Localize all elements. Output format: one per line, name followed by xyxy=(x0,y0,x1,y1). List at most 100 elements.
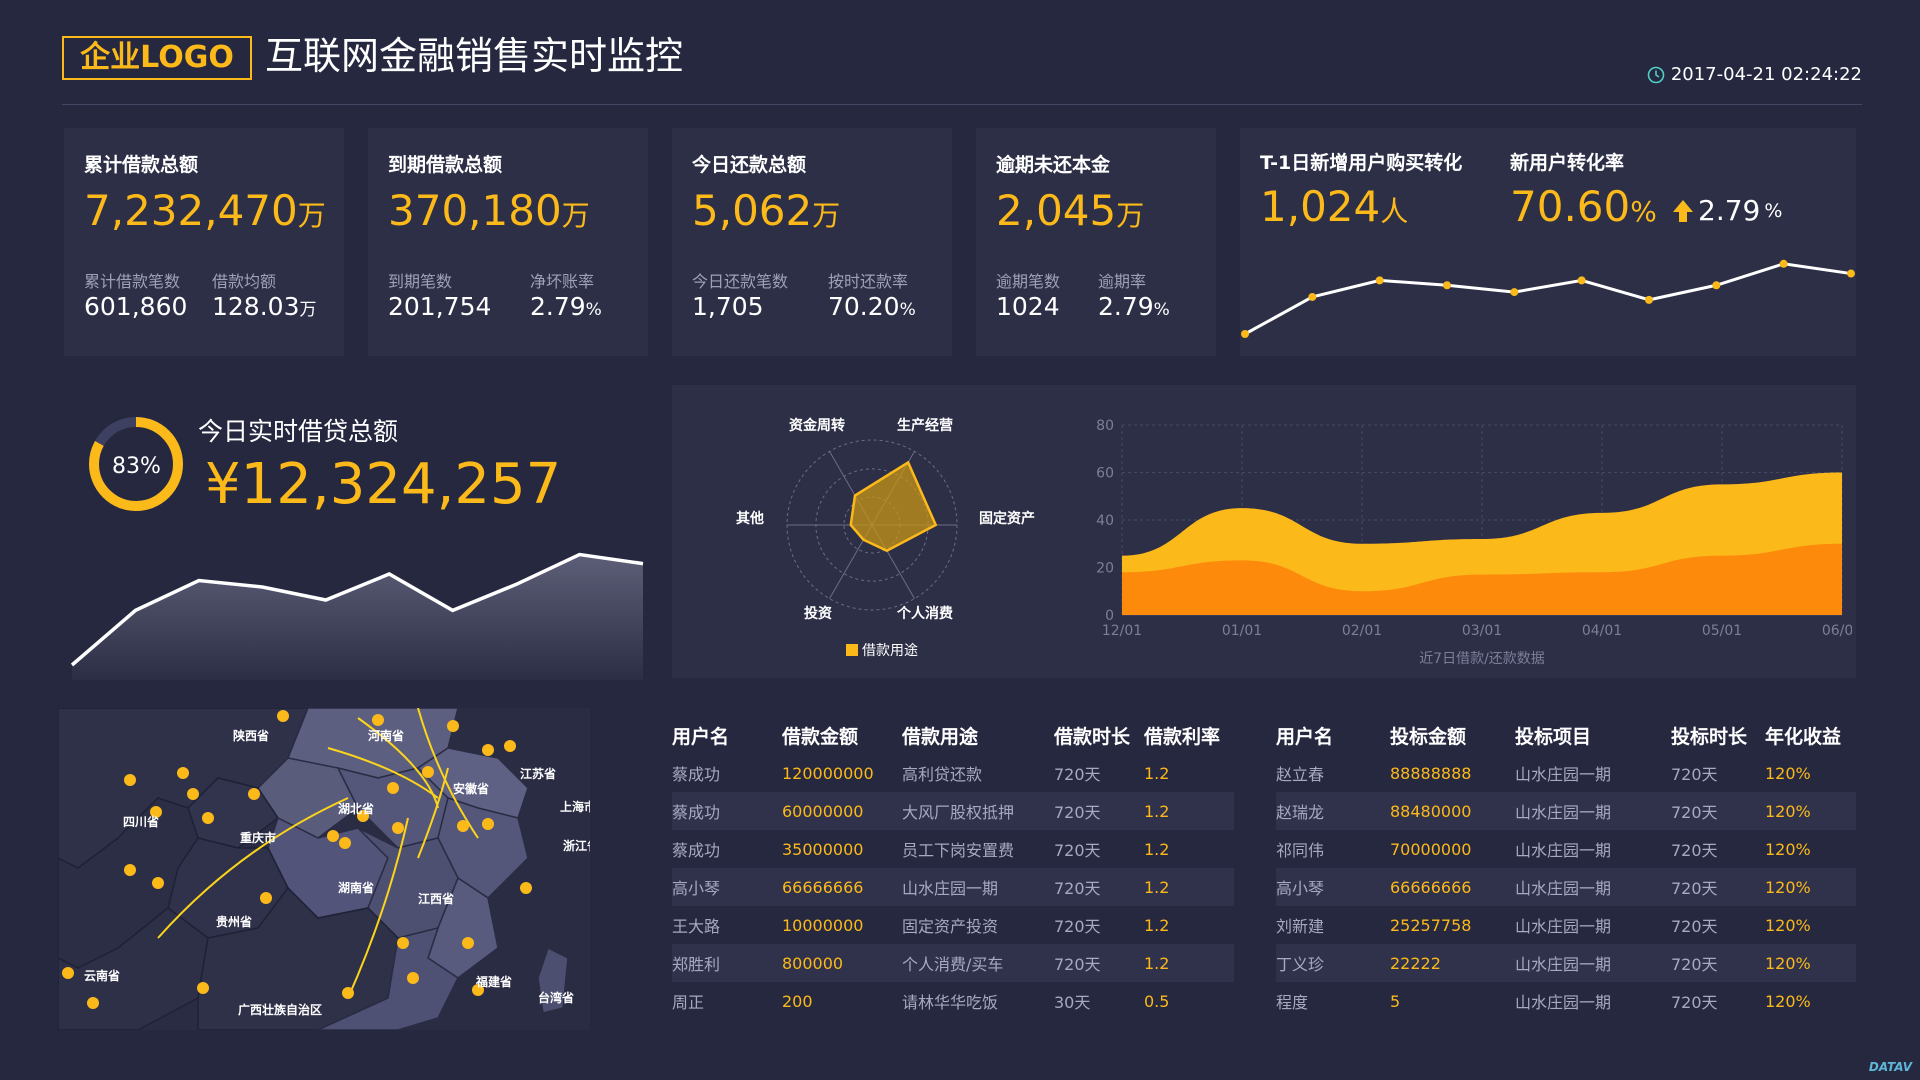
table-row[interactable]: 高小琴 66666666 山水庄园一期 720天 120% xyxy=(1276,868,1856,906)
table-cell: 5 xyxy=(1390,991,1401,1011)
map-point xyxy=(87,997,99,1009)
table-cell: 1.2 xyxy=(1144,839,1170,859)
kpi-sub-label: 到期笔数 xyxy=(388,272,453,291)
table-cell: 35000000 xyxy=(782,839,864,859)
kpi-value: 2,045万 xyxy=(996,186,1145,235)
province-label: 上海市 xyxy=(560,799,590,814)
conversion-card: T-1日新增用户购买转化 1,024人 新用户转化率 70.60% 2.79% xyxy=(1240,128,1856,356)
sparkline-point xyxy=(1241,330,1249,338)
kpi-value: 370,180万 xyxy=(388,186,590,235)
table-row[interactable]: 蔡成功 60000000 大风厂股权抵押 720天 1.2 xyxy=(672,792,1234,830)
map-point xyxy=(177,767,189,779)
province-label: 江西省 xyxy=(418,891,454,906)
column-header: 投标金额 xyxy=(1390,725,1467,748)
table-row[interactable]: 周正 200 请林华华吃饭 30天 0.5 xyxy=(672,982,1234,1020)
table-row[interactable]: 蔡成功 120000000 高利贷还款 720天 1.2 xyxy=(672,754,1234,792)
kpi-sub-label: 今日还款笔数 xyxy=(692,272,789,291)
table-cell: 1.2 xyxy=(1144,953,1170,973)
table-row[interactable]: 高小琴 66666666 山水庄园一期 720天 1.2 xyxy=(672,868,1234,906)
radar-label: 生产经营 xyxy=(897,418,953,434)
table-cell: 720天 xyxy=(1671,993,1718,1012)
table-cell: 山水庄园一期 xyxy=(1515,803,1612,822)
kpi-sub-label: 净坏账率 xyxy=(530,272,595,291)
map-point xyxy=(277,710,289,722)
table-cell: 高利贷还款 xyxy=(902,765,983,784)
map-point xyxy=(482,744,494,756)
table-cell: 大风厂股权抵押 xyxy=(902,803,1015,822)
column-header: 投标时长 xyxy=(1671,725,1748,748)
kpi-sub-label: 借款均额 xyxy=(212,272,277,291)
table-row[interactable]: 赵立春 88888888 山水庄园一期 720天 120% xyxy=(1276,754,1856,792)
table-cell: 10000000 xyxy=(782,915,864,935)
province-label: 重庆市 xyxy=(240,830,276,845)
table-row[interactable]: 程度 5 山水庄园一期 720天 120% xyxy=(1276,982,1856,1020)
table-cell: 0.5 xyxy=(1144,991,1170,1011)
x-tick-label: 05/01 xyxy=(1702,623,1742,639)
table-cell: 720天 xyxy=(1054,917,1101,936)
map-point xyxy=(407,972,419,984)
table-cell: 蔡成功 xyxy=(672,803,721,822)
province-label: 台湾省 xyxy=(538,990,574,1005)
table-row[interactable]: 郑胜利 800000 个人消费/买车 720天 1.2 xyxy=(672,944,1234,982)
y-tick-label: 80 xyxy=(1096,418,1114,434)
table-cell: 720天 xyxy=(1054,765,1101,784)
table-cell: 200 xyxy=(782,991,813,1011)
table-row[interactable]: 丁义珍 22222 山水庄园一期 720天 120% xyxy=(1276,944,1856,982)
province-label: 安徽省 xyxy=(453,781,489,796)
radar-legend: 借款用途 xyxy=(846,640,918,660)
table-cell: 祁同伟 xyxy=(1276,841,1325,860)
conversion-title: T-1日新增用户购买转化 xyxy=(1260,152,1463,174)
table-cell: 800000 xyxy=(782,953,844,973)
province-label: 贵州省 xyxy=(216,914,252,929)
table-row[interactable]: 赵瑞龙 88480000 山水庄园一期 720天 120% xyxy=(1276,792,1856,830)
map-point xyxy=(187,788,199,800)
province-label: 湖北省 xyxy=(338,801,374,816)
map-point xyxy=(422,766,434,778)
map-point xyxy=(372,714,384,726)
flight-line xyxy=(347,817,409,999)
radar-label: 固定资产 xyxy=(979,511,1035,527)
y-tick-label: 0 xyxy=(1105,608,1114,624)
table-cell: 高小琴 xyxy=(1276,879,1325,898)
kpi-title: 到期借款总额 xyxy=(388,154,503,176)
kpi-sub-label: 按时还款率 xyxy=(828,272,909,291)
flight-line xyxy=(417,708,479,839)
table-cell: 1.2 xyxy=(1144,877,1170,897)
table-cell: 120% xyxy=(1765,763,1811,783)
kpi-sub-value: 70.20% xyxy=(828,292,916,321)
column-header: 借款金额 xyxy=(782,725,859,748)
radar-chart xyxy=(786,439,958,611)
table-cell: 120% xyxy=(1765,877,1811,897)
header-divider xyxy=(62,104,1862,105)
table-row[interactable]: 王大路 10000000 固定资产投资 720天 1.2 xyxy=(672,906,1234,944)
x-tick-label: 01/01 xyxy=(1222,623,1262,639)
kpi-card-repayment: 今日还款总额 5,062万 今日还款笔数 1,705 按时还款率 70.20% xyxy=(672,128,952,356)
conversion-sparkline xyxy=(1241,259,1855,338)
map-point xyxy=(520,882,532,894)
table-cell: 120% xyxy=(1765,801,1811,821)
province-shape xyxy=(537,946,569,1014)
conversion-change: 2.79% xyxy=(1672,194,1782,227)
table-cell: 120000000 xyxy=(782,763,874,783)
table-cell: 88480000 xyxy=(1390,801,1472,821)
map-point xyxy=(447,720,459,732)
table-row[interactable]: 蔡成功 35000000 员工下岗安置费 720天 1.2 xyxy=(672,830,1234,868)
map-point xyxy=(327,830,339,842)
table-cell: 720天 xyxy=(1054,803,1101,822)
conversion-change-unit: % xyxy=(1764,199,1783,222)
table-cell: 120% xyxy=(1765,915,1811,935)
column-header: 借款用途 xyxy=(902,725,979,748)
table-cell: 720天 xyxy=(1671,765,1718,784)
table-cell: 120% xyxy=(1765,991,1811,1011)
today-total-title: 今日实时借贷总额 xyxy=(198,417,399,446)
province-label: 浙江省 xyxy=(563,838,590,853)
kpi-card-total-loans: 累计借款总额 7,232,470万 累计借款笔数 601,860 借款均额 12… xyxy=(64,128,344,356)
trend-area xyxy=(72,554,643,680)
kpi-card-overdue: 逾期未还本金 2,045万 逾期笔数 1024 逾期率 2.79% xyxy=(976,128,1216,356)
map-point xyxy=(392,822,404,834)
table-cell: 120% xyxy=(1765,953,1811,973)
table-row[interactable]: 刘新建 25257758 山水庄园一期 720天 120% xyxy=(1276,906,1856,944)
province-label: 四川省 xyxy=(123,814,159,829)
today-trend-chart xyxy=(70,552,644,680)
table-row[interactable]: 祁同伟 70000000 山水庄园一期 720天 120% xyxy=(1276,830,1856,868)
